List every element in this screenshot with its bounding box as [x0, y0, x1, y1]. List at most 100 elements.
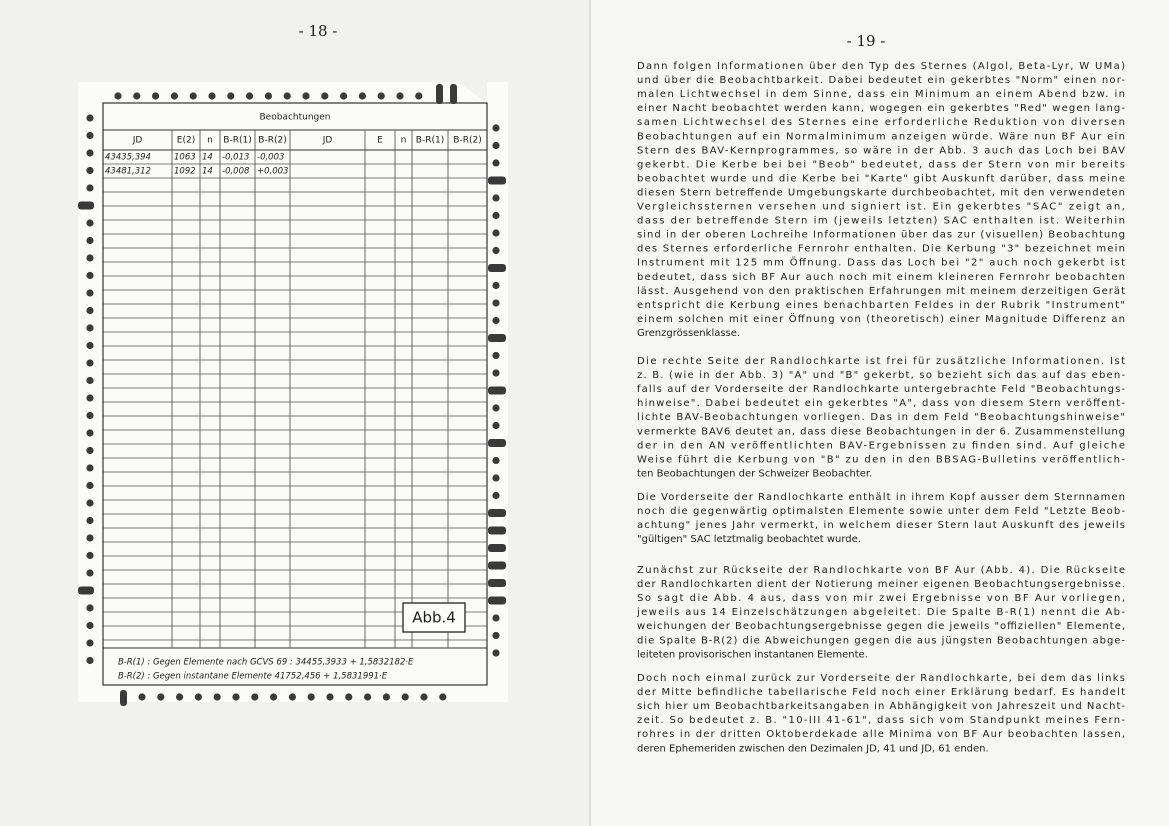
text-line: z. B. (wie in der Abb. 3) "A" und "B" ge…: [637, 370, 1125, 381]
column-header: n: [207, 136, 213, 146]
footnote: B-R(1) : Gegen Elemente nach GCVS 69 : 3…: [118, 658, 414, 668]
column-header: E: [377, 136, 383, 146]
table-cell: 14: [202, 153, 213, 163]
hole: [382, 693, 390, 701]
hole: [86, 254, 94, 262]
hole: [86, 149, 94, 157]
notch: [78, 586, 94, 595]
hole: [420, 693, 428, 701]
hole: [86, 464, 94, 472]
text-line: vermerkte BAV6 deutet an, dass diese Beo…: [637, 426, 1125, 437]
column-header: B-R(1): [416, 136, 444, 146]
text-line: deren Ephemeriden zwischen den Dezimalen…: [637, 743, 989, 754]
hole: [86, 219, 94, 227]
text-line: samen Lichtwechsel des Sternes eine erfo…: [637, 117, 1125, 128]
hole: [251, 693, 259, 701]
figure-label-box: [402, 602, 466, 633]
notch: [450, 84, 457, 104]
hole: [213, 693, 221, 701]
text-line: noch die gegenwärtig optimalsten Element…: [637, 506, 1125, 517]
hole: [492, 159, 500, 167]
table-cell: 43435,394: [105, 153, 151, 163]
text-line: So sagt die Abb. 4 aus, dass von mir zwe…: [637, 593, 1125, 604]
text-line: falls auf der Vorderseite der Randlochka…: [637, 384, 1125, 395]
text-line: Dann folgen Informationen über den Typ d…: [637, 61, 1125, 72]
hole: [492, 141, 500, 150]
card-outline: [78, 82, 508, 702]
hole: [340, 92, 348, 100]
hole: [345, 693, 353, 701]
notch: [488, 509, 506, 517]
column-header: JD: [322, 136, 333, 146]
text-line: achtung" jenes Jahr vermerkt, in welchem…: [637, 520, 1125, 531]
footnote: B-R(2) : Gegen instantane Elemente 41752…: [118, 672, 388, 682]
text-line: rohres in der dritten Oktoberdekade alle…: [637, 729, 1125, 740]
hole: [138, 693, 146, 701]
hole: [86, 429, 94, 437]
hole: [133, 92, 141, 100]
text-line: sich hier um Beobachtbarkeitsangaben in …: [637, 701, 1125, 712]
hole: [492, 421, 500, 430]
hole: [86, 271, 94, 280]
text-line: Stern des BAV-Kernprogrammes, so wäre in…: [637, 145, 1125, 156]
hole: [194, 693, 202, 701]
text-line: einem solchen mit einer Öffnung von (the…: [637, 312, 1125, 325]
hole: [86, 621, 94, 630]
hole: [86, 324, 94, 332]
table-cell: -0,008: [222, 167, 250, 177]
text-line: Beobachtungen auf ein Normalminimum anze…: [637, 131, 1125, 142]
text-line: sind in der oberen Lochreihe Information…: [637, 230, 1125, 241]
text-line: diesen Stern betreffende Umgebungskarte …: [637, 187, 1125, 198]
hole: [86, 411, 94, 420]
hole: [86, 166, 94, 175]
column-header: E(2): [177, 136, 195, 146]
hole: [86, 359, 94, 367]
hole: [288, 693, 296, 701]
text-line: Doch noch einmal zurück zur Vorderseite …: [637, 673, 1125, 684]
hole: [86, 114, 94, 122]
text-line: gekerbt. Die Kerbe bei bei "Beob" bedeut…: [637, 159, 1125, 170]
hole: [358, 92, 366, 100]
notch: [488, 334, 506, 342]
hole: [492, 491, 500, 500]
text-line: ten Beobachtungen der Schweizer Beobacht…: [637, 468, 872, 479]
column-header: n: [401, 136, 407, 146]
figure-label: Abb.4: [412, 609, 456, 627]
hole: [492, 456, 500, 465]
hole: [492, 194, 500, 202]
notch: [488, 176, 506, 185]
hole: [152, 92, 160, 100]
hole: [326, 693, 334, 701]
text-line: des Sternes erforderliche Fernrohr entha…: [637, 244, 1125, 255]
text-line: hinweise". Dabei bedeutet ein gekerbtes …: [637, 398, 1125, 409]
hole: [492, 631, 500, 640]
hole: [396, 92, 404, 100]
table-title: Beobachtungen: [260, 113, 331, 123]
hole: [86, 306, 94, 315]
hole: [86, 499, 94, 507]
hole: [492, 404, 500, 412]
hole: [246, 92, 254, 100]
hole: [492, 229, 500, 237]
table-cell: -0,003: [257, 153, 284, 163]
hole: [492, 614, 500, 622]
text-line: zeit. So bedeutet z. B. "10-III 41-61", …: [637, 715, 1125, 726]
table-cell: +0,003: [257, 167, 288, 177]
right-text: Dann folgen Informationen über den Typ d…: [636, 61, 1125, 754]
hole: [492, 124, 500, 132]
hole: [86, 639, 94, 647]
hole: [377, 92, 385, 100]
page-number: - 18 -: [299, 22, 338, 40]
notch: [120, 690, 127, 706]
text-line: Grenzgrössenklasse.: [637, 328, 740, 339]
notch: [488, 439, 506, 447]
hole: [492, 369, 500, 377]
right-page: [590, 0, 1169, 826]
text-line: und über die Beobachtbarkeit. Dabei bede…: [637, 75, 1125, 86]
hole: [232, 693, 240, 701]
text-line: der Randlochkarten dient der Notierung m…: [637, 579, 1125, 590]
text-line: jeweils aus 14 Einzelschätzungen abgelei…: [636, 607, 1125, 618]
hole: [86, 446, 94, 455]
